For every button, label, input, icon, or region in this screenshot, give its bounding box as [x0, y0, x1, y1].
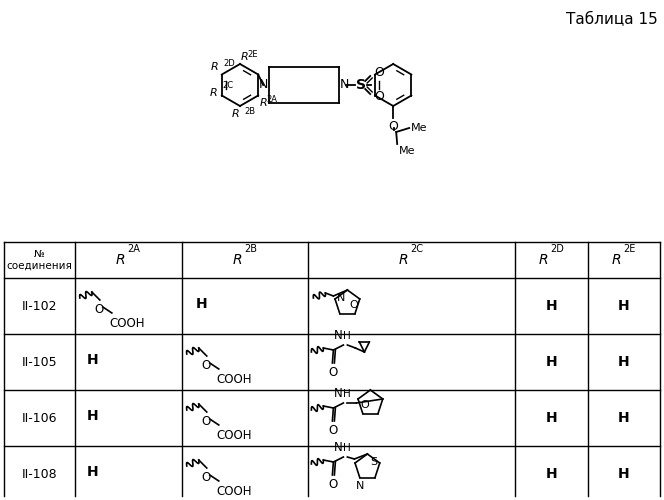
Text: H: H: [343, 443, 351, 453]
Text: O: O: [201, 359, 210, 372]
Text: H: H: [343, 389, 351, 399]
Text: N: N: [337, 293, 345, 303]
Text: R: R: [539, 253, 548, 267]
Text: H: H: [546, 467, 557, 481]
Text: S: S: [356, 78, 366, 92]
Text: O: O: [329, 424, 338, 437]
Text: II-108: II-108: [22, 468, 57, 480]
Text: 2B: 2B: [244, 244, 257, 254]
Text: H: H: [196, 297, 208, 311]
Text: 2E: 2E: [623, 244, 635, 254]
Text: 2D: 2D: [224, 60, 236, 68]
Text: H: H: [546, 355, 557, 369]
Text: II-102: II-102: [22, 300, 57, 312]
Text: H: H: [546, 411, 557, 425]
Text: Таблица 15: Таблица 15: [566, 12, 658, 27]
Text: COOH: COOH: [110, 317, 145, 330]
Text: 2B: 2B: [244, 107, 255, 116]
Text: Me: Me: [411, 123, 428, 133]
Text: 2C: 2C: [411, 244, 424, 254]
Text: H: H: [343, 331, 351, 341]
Text: H: H: [618, 467, 629, 481]
Text: R: R: [116, 253, 125, 267]
Text: O: O: [201, 415, 210, 428]
Text: O: O: [349, 300, 358, 310]
Text: O: O: [374, 66, 384, 80]
Text: R: R: [210, 88, 218, 99]
Text: O: O: [329, 478, 338, 491]
Text: O: O: [94, 303, 104, 316]
Text: O: O: [388, 120, 398, 133]
Text: O: O: [329, 366, 338, 379]
Text: N: N: [259, 78, 268, 92]
Text: COOH: COOH: [216, 485, 252, 498]
Text: R: R: [211, 62, 219, 72]
Text: II-106: II-106: [22, 412, 57, 424]
Text: H: H: [546, 299, 557, 313]
Text: 2C: 2C: [223, 82, 234, 90]
Text: R: R: [399, 253, 409, 267]
Text: H: H: [87, 409, 99, 423]
Text: H: H: [618, 411, 629, 425]
Text: 2E: 2E: [247, 50, 258, 59]
Text: H: H: [87, 465, 99, 479]
Text: 2D: 2D: [550, 244, 564, 254]
Text: H: H: [618, 299, 629, 313]
Text: R: R: [260, 98, 268, 108]
Text: S: S: [371, 457, 378, 467]
Text: N: N: [355, 480, 364, 490]
Text: R: R: [612, 253, 621, 267]
Text: N: N: [333, 329, 343, 342]
Text: R: R: [231, 109, 239, 119]
Text: R: R: [232, 253, 242, 267]
Text: 2A: 2A: [266, 94, 277, 104]
Text: 2A: 2A: [127, 244, 140, 254]
Text: N: N: [340, 78, 349, 92]
Text: R: R: [241, 52, 249, 62]
Text: COOH: COOH: [216, 373, 252, 386]
Text: №
соединения: № соединения: [7, 249, 72, 271]
Text: O: O: [201, 471, 210, 484]
Text: O: O: [374, 90, 384, 104]
Text: Me: Me: [399, 146, 416, 156]
Text: N: N: [333, 387, 343, 400]
Text: H: H: [618, 355, 629, 369]
Text: N: N: [333, 441, 343, 454]
Text: II-105: II-105: [22, 356, 57, 368]
Text: H: H: [87, 353, 99, 367]
Text: COOH: COOH: [216, 429, 252, 442]
Text: O: O: [360, 400, 369, 410]
